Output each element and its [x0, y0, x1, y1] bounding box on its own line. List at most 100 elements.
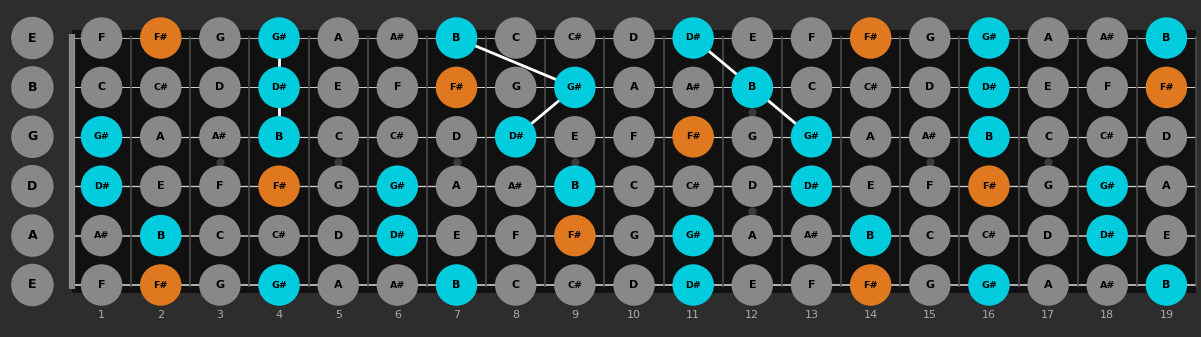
Circle shape [554, 264, 596, 306]
Text: C: C [512, 280, 520, 290]
Text: 19: 19 [1159, 310, 1173, 320]
Circle shape [436, 264, 477, 306]
Circle shape [11, 66, 54, 109]
Circle shape [317, 67, 359, 108]
Text: 5: 5 [335, 310, 342, 320]
Text: C#: C# [271, 231, 287, 240]
Circle shape [317, 17, 359, 59]
Circle shape [731, 116, 773, 158]
Text: F#: F# [449, 83, 464, 92]
Circle shape [1087, 215, 1128, 256]
Circle shape [1087, 17, 1128, 59]
Text: A: A [1044, 280, 1052, 290]
Text: G#: G# [803, 132, 819, 141]
Circle shape [850, 116, 891, 158]
Circle shape [909, 264, 950, 306]
Text: A#: A# [1100, 33, 1115, 42]
Circle shape [1146, 215, 1187, 256]
Text: C: C [631, 181, 638, 191]
Circle shape [317, 116, 359, 158]
Circle shape [495, 17, 537, 59]
Text: B: B [866, 231, 874, 241]
Text: 6: 6 [394, 310, 401, 320]
Circle shape [317, 264, 359, 306]
Text: A#: A# [1100, 280, 1115, 289]
Text: E: E [334, 83, 342, 92]
Text: 13: 13 [805, 310, 818, 320]
Text: A#: A# [213, 132, 227, 141]
Text: F#: F# [271, 182, 286, 191]
Text: A: A [748, 231, 757, 241]
Text: C#: C# [567, 280, 582, 289]
Circle shape [199, 17, 240, 59]
Text: A#: A# [803, 231, 819, 240]
Circle shape [673, 17, 713, 59]
Text: G: G [1044, 181, 1052, 191]
Text: F#: F# [1159, 83, 1173, 92]
Text: 8: 8 [512, 310, 519, 320]
Circle shape [11, 17, 54, 59]
Text: A: A [629, 83, 638, 92]
Circle shape [80, 67, 123, 108]
Text: 12: 12 [746, 310, 759, 320]
Text: G: G [215, 280, 225, 290]
Circle shape [673, 264, 713, 306]
Circle shape [968, 17, 1010, 59]
Circle shape [673, 215, 713, 256]
Text: F: F [97, 280, 106, 290]
Text: A: A [156, 132, 165, 142]
Text: B: B [156, 231, 165, 241]
Text: E: E [570, 132, 579, 142]
Text: 15: 15 [922, 310, 937, 320]
Text: C#: C# [864, 83, 878, 92]
Text: D: D [629, 280, 639, 290]
Text: B: B [570, 181, 579, 191]
Circle shape [850, 165, 891, 207]
Circle shape [850, 67, 891, 108]
Circle shape [436, 165, 477, 207]
Circle shape [614, 165, 655, 207]
Circle shape [614, 264, 655, 306]
Text: 16: 16 [982, 310, 996, 320]
Circle shape [199, 215, 240, 256]
Circle shape [436, 17, 477, 59]
Text: G#: G# [686, 231, 701, 240]
Text: A: A [28, 229, 37, 242]
Text: E: E [1045, 83, 1052, 92]
Circle shape [1087, 165, 1128, 207]
Circle shape [141, 116, 181, 158]
Circle shape [1146, 17, 1187, 59]
Circle shape [80, 264, 123, 306]
Text: G: G [334, 181, 342, 191]
Text: B: B [28, 81, 37, 94]
Circle shape [258, 165, 300, 207]
Circle shape [554, 67, 596, 108]
Circle shape [80, 17, 123, 59]
Circle shape [495, 165, 537, 207]
Circle shape [1146, 264, 1187, 306]
Circle shape [199, 264, 240, 306]
Circle shape [377, 67, 418, 108]
Text: G#: G# [271, 33, 287, 42]
Text: C#: C# [390, 132, 405, 141]
Circle shape [258, 116, 300, 158]
Circle shape [11, 264, 54, 306]
Text: G#: G# [567, 83, 582, 92]
Circle shape [495, 264, 537, 306]
Text: A: A [1044, 33, 1052, 43]
Text: D#: D# [271, 83, 287, 92]
Text: 2: 2 [157, 310, 165, 320]
Text: D#: D# [389, 231, 405, 240]
Text: D: D [1044, 231, 1053, 241]
Text: F: F [512, 231, 520, 241]
Text: D: D [28, 180, 37, 193]
Text: A: A [866, 132, 876, 142]
Text: G#: G# [94, 132, 109, 141]
Text: C#: C# [1100, 132, 1115, 141]
Text: G: G [28, 130, 37, 143]
Text: 18: 18 [1100, 310, 1115, 320]
Circle shape [790, 17, 832, 59]
Text: G#: G# [271, 280, 287, 289]
Text: D: D [452, 132, 461, 142]
Circle shape [673, 165, 713, 207]
